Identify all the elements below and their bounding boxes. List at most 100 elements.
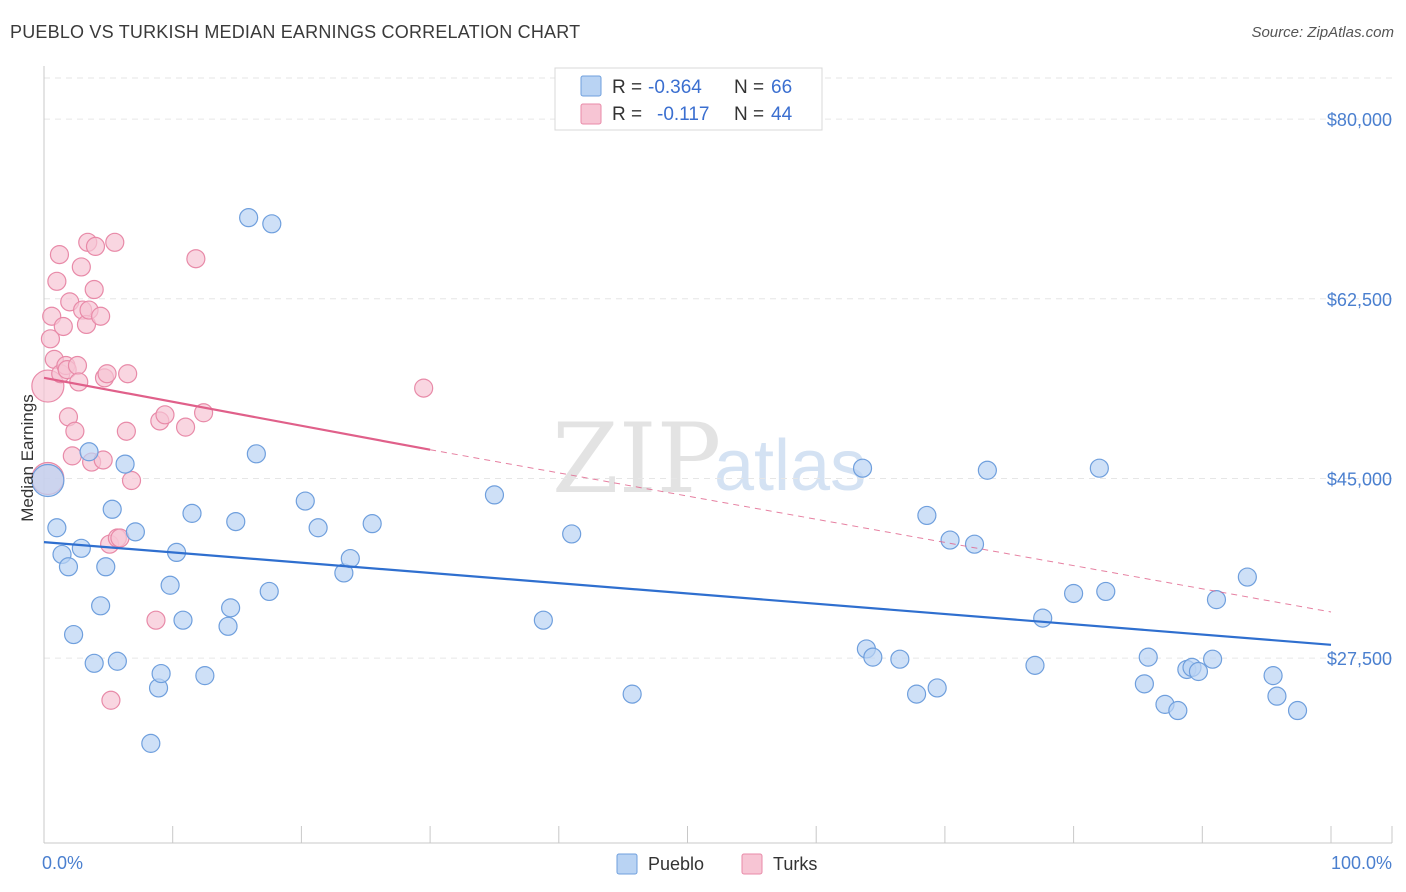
bottom-legend: Pueblo Turks <box>616 853 817 875</box>
y-tick-label: $80,000 <box>1327 110 1392 130</box>
pueblo-point <box>906 684 927 704</box>
pueblo-point <box>47 518 67 538</box>
chart-title: PUEBLO VS TURKISH MEDIAN EARNINGS CORREL… <box>10 22 581 42</box>
legend-box: R = -0.364 N = 66 R = -0.117 N = 44 <box>554 67 823 131</box>
pueblo-point <box>852 458 873 478</box>
bottom-legend-pueblo: Pueblo <box>648 854 704 874</box>
pueblo-point <box>1096 581 1116 602</box>
turks-point <box>40 329 61 349</box>
pueblo-point <box>1202 649 1223 669</box>
pueblo-point <box>239 208 259 228</box>
turks-point <box>69 372 89 392</box>
pueblo-point <box>84 653 104 673</box>
turks-point <box>155 405 175 425</box>
pueblo-point <box>221 598 241 618</box>
watermark-zip: ZIP <box>552 403 721 515</box>
pueblo-point <box>246 444 266 464</box>
turks-point <box>47 271 67 291</box>
pueblo-point <box>1267 686 1287 706</box>
x-tick-label-min: 0.0% <box>42 853 83 873</box>
y-axis-label: Median Earnings <box>18 394 37 522</box>
pueblo-point <box>863 647 883 667</box>
y-tick-label: $27,500 <box>1327 649 1392 669</box>
pueblo-point <box>1188 661 1209 682</box>
pueblo-point <box>125 522 145 542</box>
pueblo-point <box>218 616 238 636</box>
turks-trend-extension <box>430 449 1332 613</box>
source-label: Source: ZipAtlas.com <box>1251 24 1394 41</box>
turks-point <box>121 470 142 491</box>
turks-point <box>414 378 434 398</box>
pueblo-point <box>890 649 910 669</box>
bottom-legend-swatch-pueblo <box>616 853 638 875</box>
turks-point <box>101 690 121 710</box>
pueblo-point <box>1025 655 1045 675</box>
turks-point <box>175 417 196 437</box>
turks-point <box>65 421 85 441</box>
pueblo-point <box>308 518 328 538</box>
pueblo-point <box>58 557 79 577</box>
pueblo-point <box>182 503 202 523</box>
legend-r-label-pueblo: R = <box>612 77 642 98</box>
pueblo-point <box>622 684 642 704</box>
turks-point <box>93 450 113 470</box>
pueblo-point <box>107 651 127 671</box>
pueblo-point <box>295 491 315 511</box>
turks-point <box>97 364 117 384</box>
turks-point <box>146 610 166 630</box>
pueblo-point <box>964 534 985 554</box>
pueblo-point <box>1138 647 1158 667</box>
pueblo-point <box>115 454 135 474</box>
pueblo-point <box>79 442 99 462</box>
pueblo-point <box>1237 567 1257 587</box>
pueblo-point <box>562 524 582 544</box>
legend-n-label-turks: N = <box>734 104 764 125</box>
legend-r-value-pueblo: -0.364 <box>648 77 702 98</box>
pueblo-point <box>71 538 91 558</box>
pueblo-point <box>262 214 282 234</box>
pueblo-point <box>102 499 122 519</box>
pueblo-point <box>484 485 505 505</box>
y-tick-label: $62,500 <box>1327 290 1392 310</box>
pueblo-point <box>195 666 215 686</box>
bottom-legend-turks: Turks <box>773 854 817 874</box>
turks-point <box>118 364 138 384</box>
turks-trend-line <box>43 376 431 451</box>
pueblo-point <box>362 514 382 534</box>
pueblo-point <box>1089 458 1109 478</box>
pueblo-point <box>259 581 279 602</box>
trend-lines <box>43 376 1332 646</box>
legend-swatch-pueblo <box>580 75 602 97</box>
legend-n-value-pueblo: 66 <box>771 77 792 98</box>
x-tick-label-max: 100.0% <box>1331 853 1392 873</box>
turks-point <box>84 279 104 300</box>
pueblo-point <box>96 557 116 577</box>
legend-r-value-turks: -0.117 <box>657 104 709 125</box>
pueblo-point <box>91 596 111 616</box>
turks-point <box>186 249 206 269</box>
pueblo-point <box>1134 674 1154 694</box>
pueblo-point <box>1287 700 1308 721</box>
pueblo-point <box>226 511 246 532</box>
pueblo-point <box>1263 666 1283 686</box>
turks-point <box>53 316 73 337</box>
pueblo-point <box>340 548 360 569</box>
pueblo-point <box>917 505 937 526</box>
legend-n-value-turks: 44 <box>771 104 793 125</box>
turks-point <box>85 236 106 257</box>
pueblo-point <box>151 663 171 684</box>
watermark-atlas: atlas <box>714 426 866 506</box>
gridlines <box>44 77 1392 659</box>
turks-point <box>49 245 70 265</box>
pueblo-point <box>927 678 947 698</box>
pueblo-point <box>1063 583 1084 604</box>
turks-point <box>116 421 136 441</box>
pueblo-point <box>1033 608 1053 628</box>
legend-n-label-pueblo: N = <box>734 77 764 98</box>
turks-point <box>62 446 82 466</box>
pueblo-point <box>940 530 960 550</box>
pueblo-point <box>141 733 161 753</box>
legend-swatch-turks <box>580 103 602 125</box>
pueblo-point <box>160 575 180 595</box>
